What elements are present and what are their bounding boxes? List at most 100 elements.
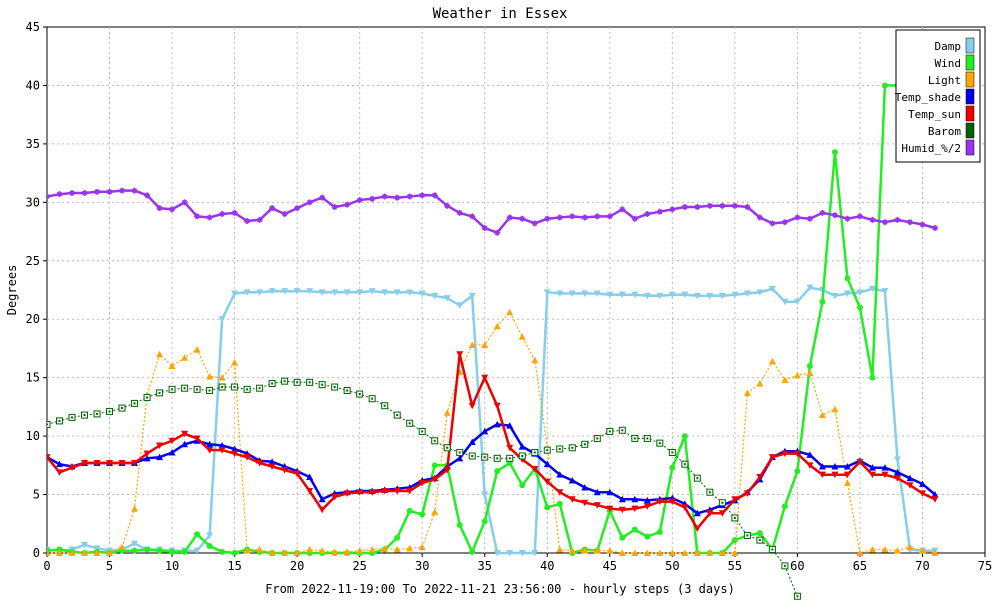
data-point — [181, 548, 188, 555]
data-point — [844, 215, 851, 222]
data-point-center — [446, 446, 449, 449]
data-point — [568, 496, 576, 503]
data-point — [518, 550, 526, 557]
data-point-center — [208, 389, 211, 392]
data-point — [531, 550, 539, 557]
data-point — [531, 465, 539, 473]
data-point — [881, 464, 889, 471]
data-point — [868, 545, 876, 553]
data-point — [931, 225, 938, 232]
data-point — [206, 542, 213, 549]
data-point — [606, 291, 614, 299]
data-point-center — [621, 429, 624, 432]
data-point — [331, 204, 338, 211]
data-point — [831, 149, 838, 156]
data-point — [93, 549, 101, 556]
data-point — [568, 477, 576, 484]
data-point — [631, 526, 638, 533]
series-line — [47, 84, 935, 555]
data-point — [206, 372, 214, 380]
data-point — [681, 204, 688, 211]
legend-label: Temp_sun — [908, 108, 961, 121]
data-point — [306, 545, 314, 553]
data-point — [856, 458, 864, 466]
data-point — [218, 316, 226, 323]
legend-label: Light — [928, 74, 961, 87]
data-point — [444, 202, 451, 209]
data-point — [506, 444, 514, 452]
x-tick-label: 45 — [603, 559, 617, 573]
data-point — [869, 216, 876, 223]
data-point-center — [258, 387, 261, 390]
series-line — [47, 189, 936, 234]
data-point — [47, 454, 51, 461]
data-point-center — [96, 412, 99, 415]
data-point — [306, 488, 314, 495]
data-point — [356, 196, 363, 203]
data-point — [506, 422, 514, 429]
data-point — [294, 205, 301, 212]
data-point — [481, 341, 489, 348]
x-tick-label: 65 — [853, 559, 867, 573]
data-point — [131, 547, 138, 554]
data-point — [931, 549, 939, 556]
data-point-center — [533, 451, 536, 454]
data-point-center — [221, 386, 224, 389]
data-point — [743, 290, 751, 298]
data-point — [443, 295, 451, 302]
data-point — [593, 502, 601, 509]
data-point-center — [133, 402, 136, 405]
x-tick-label: 5 — [106, 559, 113, 573]
data-point — [806, 284, 814, 292]
data-point — [643, 292, 651, 300]
data-point — [493, 322, 501, 330]
data-point-center — [171, 388, 174, 391]
data-point — [47, 420, 51, 428]
data-point — [669, 206, 676, 213]
data-point — [406, 488, 414, 495]
data-point — [306, 288, 314, 295]
data-point — [631, 215, 638, 222]
data-point-center — [546, 449, 549, 452]
data-point — [219, 211, 226, 218]
x-tick-label: 60 — [790, 559, 804, 573]
data-point — [469, 213, 476, 220]
x-axis-label: From 2022-11-19:00 To 2022-11-21 23:56:0… — [265, 582, 735, 596]
data-point — [681, 504, 689, 511]
data-point — [694, 204, 701, 211]
data-point — [768, 454, 776, 461]
data-point — [818, 411, 826, 419]
data-point — [93, 545, 101, 552]
data-point — [556, 545, 564, 553]
data-point — [631, 495, 639, 503]
data-point-center — [158, 391, 161, 394]
data-point — [381, 289, 389, 296]
data-point — [744, 204, 751, 211]
data-point — [293, 470, 301, 478]
data-point — [893, 547, 901, 554]
data-point — [244, 218, 251, 225]
data-point — [218, 374, 226, 381]
data-point — [581, 290, 589, 298]
data-point — [118, 459, 126, 467]
data-point — [468, 341, 476, 348]
data-point — [756, 289, 764, 296]
data-point-center — [321, 383, 324, 386]
data-point — [68, 549, 76, 556]
data-point — [243, 289, 251, 296]
data-point — [606, 213, 613, 220]
data-point — [894, 216, 901, 223]
data-point — [456, 454, 464, 462]
data-point — [906, 482, 914, 489]
data-point — [281, 467, 289, 474]
data-point-center — [183, 387, 186, 390]
legend-swatch — [965, 122, 975, 139]
data-point — [456, 209, 463, 216]
data-point — [781, 450, 789, 458]
data-point-center — [333, 386, 336, 389]
data-point — [494, 468, 501, 475]
data-point — [844, 275, 851, 282]
data-point — [381, 488, 389, 495]
data-point — [756, 474, 764, 481]
data-point — [143, 454, 151, 462]
